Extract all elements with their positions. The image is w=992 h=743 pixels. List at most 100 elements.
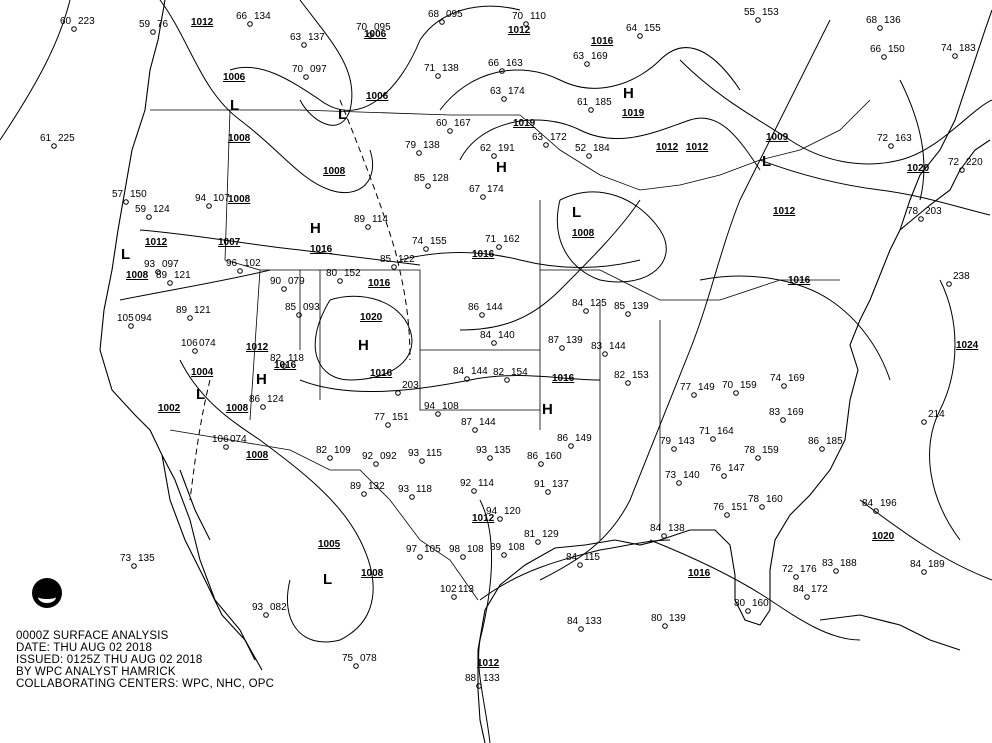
- center-pressure-label: 1002: [158, 403, 181, 414]
- station-circle-icon: [367, 32, 373, 38]
- station-circle-icon: [296, 312, 302, 318]
- station-plot: 93 115: [408, 448, 442, 464]
- station-pressure: 125: [590, 298, 607, 309]
- station-circle-icon: [131, 563, 137, 569]
- isobar-label: 1016: [552, 373, 575, 384]
- station-circle-icon: [237, 268, 243, 274]
- station-plot: 84 115: [566, 552, 600, 568]
- station-pressure: 163: [506, 58, 523, 69]
- station-circle-icon: [877, 25, 883, 31]
- station-pressure: 162: [503, 234, 520, 245]
- station-pressure: 150: [888, 44, 905, 55]
- station-pressure: 149: [698, 382, 715, 393]
- isobar-label: 1024: [956, 340, 979, 351]
- station-circle-icon: [187, 315, 193, 321]
- station-temperature: 66: [488, 58, 500, 69]
- fronts: [189, 19, 991, 601]
- caption-centers: COLLABORATING CENTERS: WPC, NHC, OPC: [16, 678, 275, 690]
- station-plot: 80 152: [326, 268, 361, 284]
- station-plot: 76 151: [713, 502, 748, 518]
- station-temperature: 84: [572, 298, 584, 309]
- station-circle-icon: [167, 280, 173, 286]
- station-circle-icon: [755, 17, 761, 23]
- station-circle-icon: [416, 150, 422, 156]
- station-pressure: 174: [508, 86, 525, 97]
- station-plot: 84 138: [650, 523, 685, 539]
- station-plot: 60 167: [436, 118, 471, 134]
- station-pressure: 095: [446, 9, 463, 20]
- station-plot: 74 169: [770, 373, 805, 389]
- station-temperature: 64: [626, 23, 638, 34]
- station-circle-icon: [733, 390, 739, 396]
- station-plot: 76 147: [710, 463, 745, 479]
- station-pressure: 121: [194, 305, 211, 316]
- station-pressure: 183: [959, 43, 976, 54]
- station-pressure: 214: [928, 409, 945, 420]
- station-temperature: 59: [135, 204, 147, 215]
- station-temperature: 70: [722, 380, 734, 391]
- station-pressure: 203: [402, 380, 419, 391]
- station-pressure: 140: [498, 330, 515, 341]
- station-plot: 73 135: [120, 553, 155, 569]
- isobar-label: 1012: [477, 658, 500, 669]
- station-plot: 61 225: [40, 133, 75, 149]
- station-plot: 84 189: [910, 559, 945, 575]
- station-circle-icon: [952, 53, 958, 59]
- station-plot: 84 140: [480, 330, 515, 346]
- station-plot: 87 144: [461, 417, 496, 433]
- station-pressure: 110: [530, 11, 546, 22]
- station-plot: 102 113: [440, 584, 474, 600]
- station-pressure: 108: [467, 544, 484, 555]
- caption-title: 0000Z SURFACE ANALYSIS: [16, 630, 169, 642]
- station-plot: 63 172: [532, 132, 567, 148]
- station-circle-icon: [260, 404, 266, 410]
- station-temperature: 88: [465, 673, 477, 684]
- station-plot: 77 149: [680, 382, 715, 398]
- station-pressure: 108: [508, 542, 525, 553]
- station-circle-icon: [496, 244, 502, 250]
- station-plot: 85 093: [285, 302, 320, 318]
- cold-front-plains: [459, 199, 641, 331]
- station-pressure: 188: [840, 558, 857, 569]
- station-pressure: 184: [593, 143, 610, 154]
- station-circle-icon: [464, 376, 470, 382]
- station-plot: 83 188: [822, 558, 857, 574]
- station-pressure: 114: [372, 214, 388, 225]
- baja-coast: [161, 454, 263, 671]
- station-temperature: 84: [480, 330, 492, 341]
- station-circle-icon: [543, 142, 549, 148]
- station-pressure: 115: [426, 448, 442, 459]
- station-temperature: 105: [117, 313, 134, 324]
- station-plot: 70 159: [722, 380, 757, 396]
- station-circle-icon: [353, 663, 359, 669]
- isobar-label: 1012: [472, 513, 495, 524]
- station-pressure: 144: [609, 341, 626, 352]
- station-temperature: 96: [226, 258, 238, 269]
- low-pressure-center: L: [762, 153, 771, 170]
- station-pressure: 160: [545, 451, 562, 462]
- station-plot: 86 144: [468, 302, 503, 318]
- station-pressure: 122: [398, 254, 415, 265]
- station-temperature: 71: [485, 234, 497, 245]
- station-plot: 85 128: [414, 173, 449, 189]
- station-pressure: 129: [542, 529, 559, 540]
- station-pressure: 76: [157, 19, 169, 30]
- caption-issued: ISSUED: 0125Z THU AUG 02 2018: [16, 654, 203, 666]
- center-pressure-label: 1009: [766, 132, 789, 143]
- station-plot: 78 159: [744, 445, 779, 461]
- station-pressure: 172: [811, 584, 828, 595]
- station-pressure: 135: [494, 445, 511, 456]
- station-temperature: 89: [490, 542, 502, 553]
- station-plot: 55 153: [744, 7, 779, 23]
- station-plot: 85 139: [614, 301, 649, 317]
- station-temperature: 74: [770, 373, 782, 384]
- station-circle-icon: [959, 167, 965, 173]
- isobar-label: 1016: [788, 275, 811, 286]
- station-circle-icon: [819, 446, 825, 452]
- station-circle-icon: [373, 461, 379, 467]
- station-temperature: 97: [406, 544, 418, 555]
- station-temperature: 91: [534, 479, 546, 490]
- isobar-label: 1020: [907, 163, 930, 174]
- station-plot: 87 139: [548, 335, 583, 351]
